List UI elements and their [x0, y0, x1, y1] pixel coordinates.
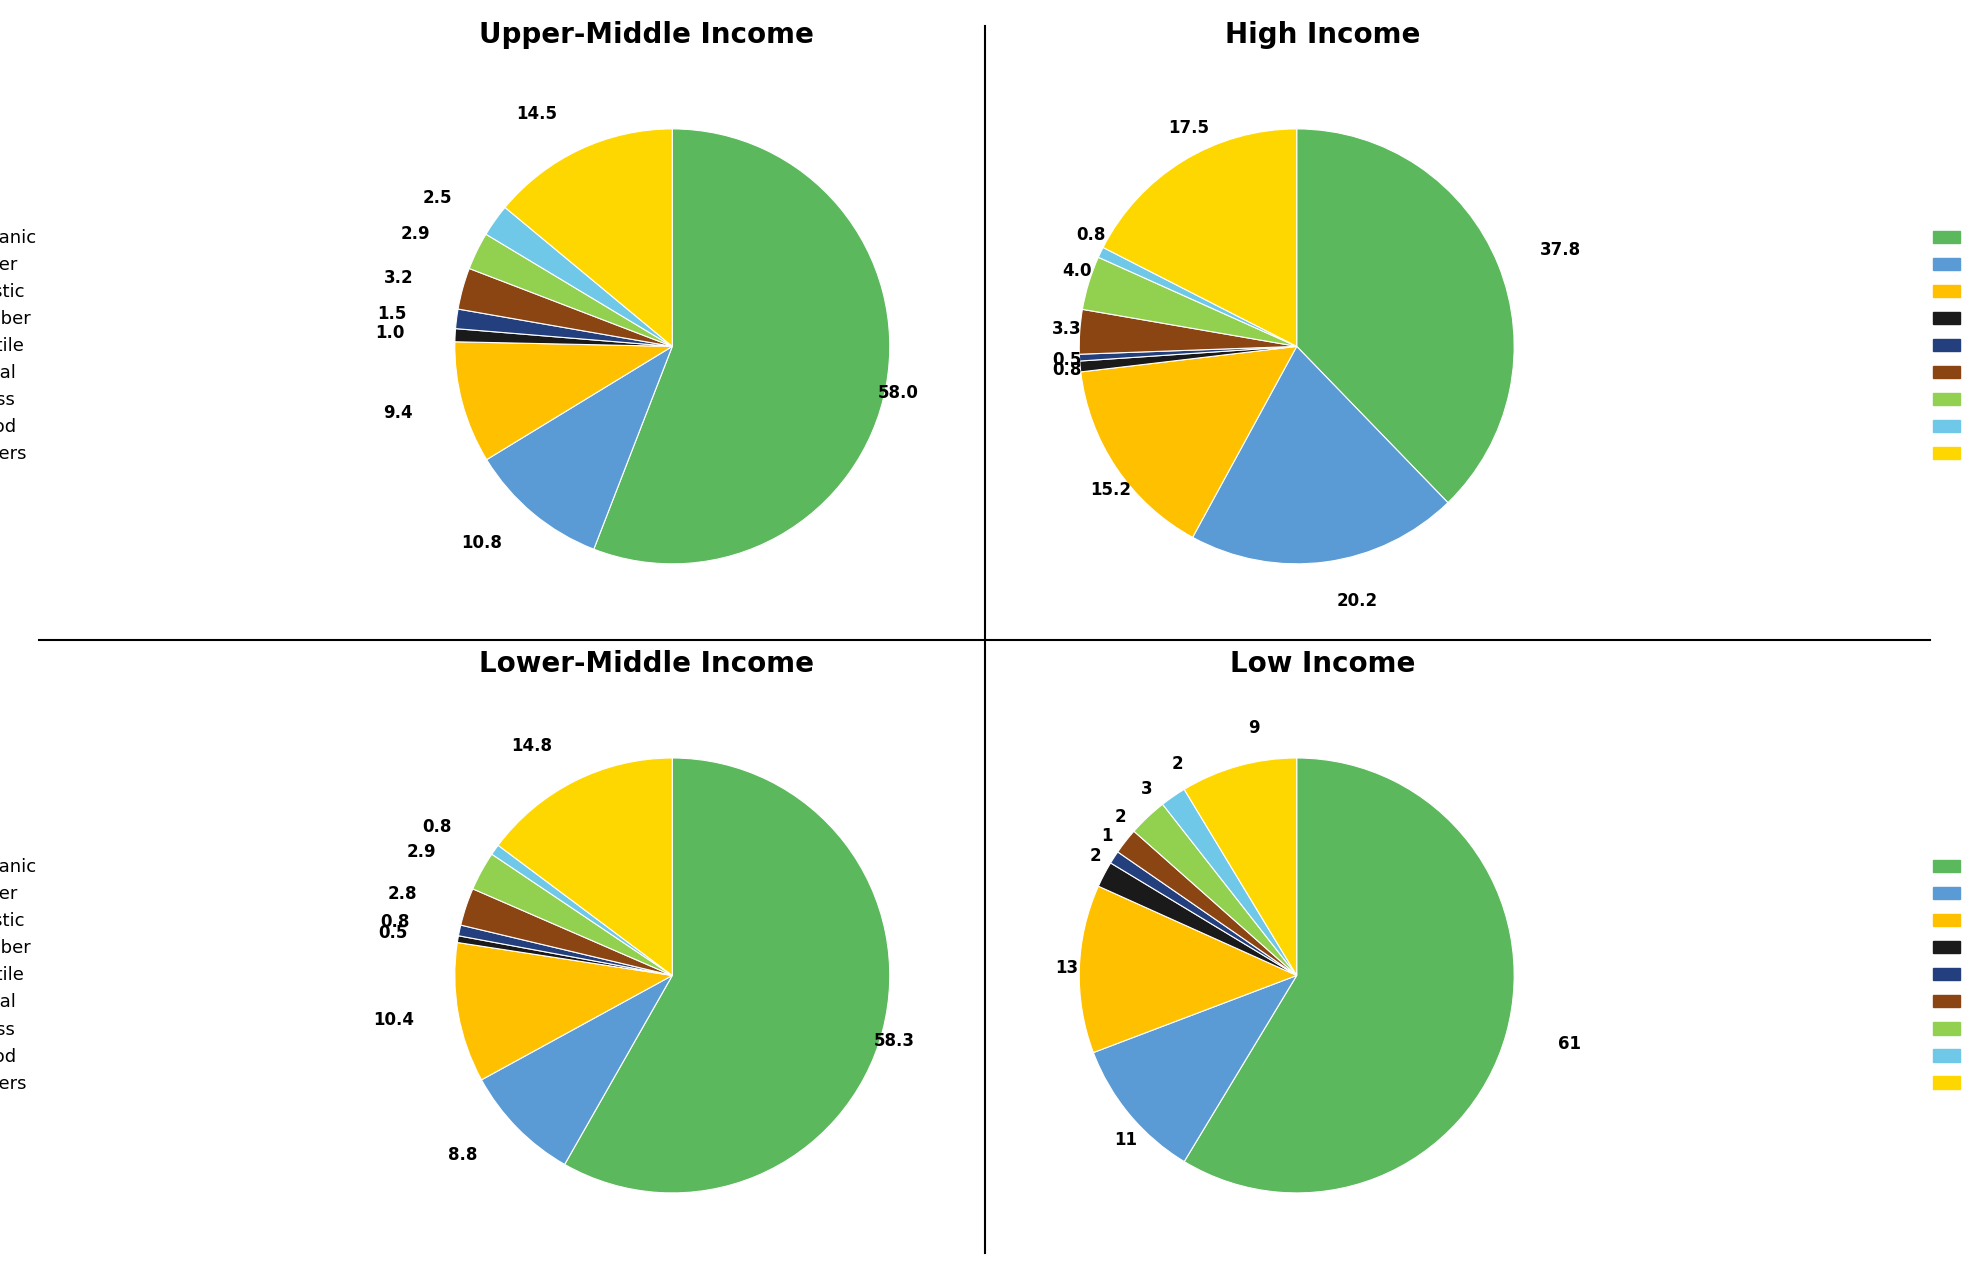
- Wedge shape: [455, 310, 671, 347]
- Title: Lower-Middle Income: Lower-Middle Income: [478, 650, 813, 678]
- Wedge shape: [1193, 347, 1447, 564]
- Text: 2.5: 2.5: [421, 189, 451, 207]
- Wedge shape: [1134, 804, 1298, 976]
- Text: 9.4: 9.4: [384, 404, 413, 422]
- Wedge shape: [1079, 310, 1298, 354]
- Text: 58.0: 58.0: [878, 385, 920, 403]
- Text: 14.5: 14.5: [516, 105, 557, 123]
- Wedge shape: [455, 341, 671, 459]
- Text: 11: 11: [1114, 1131, 1138, 1149]
- Text: 0.5: 0.5: [1051, 350, 1081, 368]
- Wedge shape: [504, 129, 671, 347]
- Text: 0.8: 0.8: [1053, 361, 1083, 379]
- Text: 14.8: 14.8: [510, 737, 551, 755]
- Text: 0.8: 0.8: [421, 819, 451, 836]
- Text: 13: 13: [1055, 959, 1077, 977]
- Title: Upper-Middle Income: Upper-Middle Income: [478, 20, 813, 49]
- Wedge shape: [1079, 347, 1298, 372]
- Wedge shape: [1183, 758, 1514, 1193]
- Text: 61: 61: [1559, 1036, 1581, 1054]
- Legend: Organic, Paper, Plastic, Rubber, Textile, Metal, Glass, Wood, Others: Organic, Paper, Plastic, Rubber, Textile…: [0, 224, 41, 469]
- Wedge shape: [565, 758, 890, 1193]
- Text: 10.8: 10.8: [461, 535, 502, 553]
- Text: 8.8: 8.8: [449, 1146, 478, 1164]
- Wedge shape: [1103, 129, 1298, 347]
- Text: 2.9: 2.9: [402, 225, 431, 243]
- Text: 1: 1: [1101, 828, 1112, 845]
- Text: 2.8: 2.8: [388, 885, 417, 903]
- Text: 3: 3: [1142, 780, 1152, 798]
- Text: 20.2: 20.2: [1337, 592, 1378, 610]
- Text: 58.3: 58.3: [874, 1032, 916, 1050]
- Text: 0.5: 0.5: [378, 923, 408, 941]
- Wedge shape: [1162, 789, 1298, 976]
- Wedge shape: [486, 347, 671, 549]
- Text: 3.2: 3.2: [384, 269, 413, 286]
- Wedge shape: [473, 854, 671, 976]
- Text: 2: 2: [1172, 756, 1183, 774]
- Legend: Organic, Paper, Plastic, Rubber, Textile, Metal, Glass, Wood, Others: Organic, Paper, Plastic, Rubber, Textile…: [1928, 224, 1969, 469]
- Wedge shape: [486, 207, 671, 347]
- Wedge shape: [1083, 257, 1298, 347]
- Wedge shape: [482, 976, 671, 1164]
- Text: 9: 9: [1248, 719, 1260, 737]
- Wedge shape: [469, 234, 671, 347]
- Text: 2: 2: [1114, 808, 1126, 826]
- Text: 10.4: 10.4: [372, 1010, 413, 1028]
- Wedge shape: [1099, 863, 1298, 976]
- Wedge shape: [492, 845, 671, 976]
- Wedge shape: [455, 329, 671, 347]
- Wedge shape: [461, 889, 671, 976]
- Wedge shape: [1099, 247, 1298, 347]
- Legend: Organic, Paper, Plastic, Rubber, Textile, Metal, Glass, Wood, Others: Organic, Paper, Plastic, Rubber, Textile…: [0, 853, 41, 1097]
- Text: 0.8: 0.8: [380, 913, 410, 931]
- Title: Low Income: Low Income: [1231, 650, 1416, 678]
- Text: 2: 2: [1089, 847, 1101, 865]
- Text: 37.8: 37.8: [1540, 242, 1581, 260]
- Wedge shape: [1081, 347, 1298, 537]
- Wedge shape: [455, 943, 671, 1079]
- Wedge shape: [457, 936, 671, 976]
- Wedge shape: [1183, 758, 1298, 976]
- Text: 1.0: 1.0: [376, 324, 404, 343]
- Wedge shape: [1111, 852, 1298, 976]
- Wedge shape: [1079, 886, 1298, 1053]
- Legend: Organic, Paper, Plastic, Rubber, Textile, Metal, Glass, Wood, Others: Organic, Paper, Plastic, Rubber, Textile…: [1928, 853, 1969, 1097]
- Text: 17.5: 17.5: [1168, 119, 1209, 137]
- Text: 1.5: 1.5: [376, 304, 406, 322]
- Text: 3.3: 3.3: [1051, 320, 1081, 338]
- Wedge shape: [459, 925, 671, 976]
- Wedge shape: [498, 758, 671, 976]
- Title: High Income: High Income: [1225, 20, 1420, 49]
- Wedge shape: [459, 269, 671, 347]
- Text: 15.2: 15.2: [1089, 481, 1130, 499]
- Text: 2.9: 2.9: [406, 843, 435, 861]
- Wedge shape: [1298, 129, 1514, 503]
- Text: 0.8: 0.8: [1077, 226, 1107, 244]
- Wedge shape: [1093, 976, 1298, 1161]
- Wedge shape: [1118, 831, 1298, 976]
- Wedge shape: [1079, 347, 1298, 361]
- Wedge shape: [595, 129, 890, 564]
- Text: 4.0: 4.0: [1063, 262, 1093, 280]
